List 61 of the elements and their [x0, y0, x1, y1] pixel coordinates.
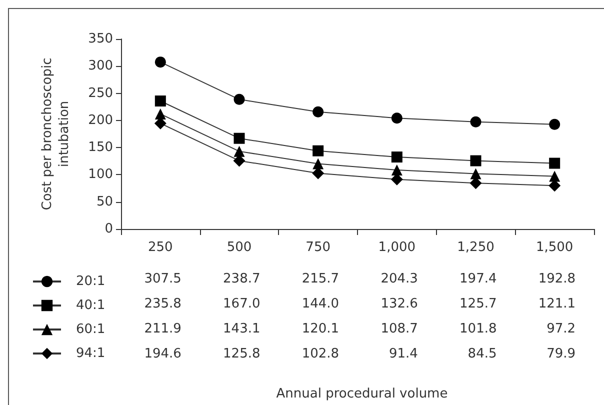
x-tick-label: 750 — [306, 240, 330, 255]
text: Annual procedural volume — [276, 386, 448, 402]
data-label: 108.7 — [380, 322, 418, 336]
data-label: 194.6 — [144, 346, 182, 362]
point — [154, 108, 166, 120]
point — [549, 170, 560, 182]
x-tick-label: 500 — [226, 240, 252, 255]
point — [549, 158, 560, 169]
point — [154, 95, 166, 106]
y-tick-label: 350 — [88, 32, 113, 46]
point — [549, 118, 560, 130]
y-tick-label: 300 — [88, 58, 113, 74]
y-tick-label: 100 — [88, 167, 113, 182]
point — [470, 155, 482, 166]
y-axis-title: Cost per bronchoscopic intubation — [40, 58, 72, 210]
y-tick-label: 250 — [88, 86, 113, 101]
data-label: 238.7 — [223, 272, 260, 286]
x-tick-label: 1,250 — [457, 240, 494, 255]
point — [154, 56, 166, 68]
y-tick-label: 0 — [104, 222, 113, 236]
x-tick-label: 1,000 — [378, 240, 416, 255]
point — [234, 94, 245, 105]
point — [391, 164, 402, 176]
y-tick-label: 50 — [96, 194, 113, 210]
point — [312, 106, 324, 118]
point — [391, 112, 402, 124]
legend-label: 94:1 — [76, 346, 106, 361]
data-label: 192.8 — [538, 272, 576, 286]
data-label: 125.8 — [223, 346, 260, 362]
point — [312, 145, 324, 156]
point — [470, 116, 482, 128]
data-label: 197.4 — [460, 272, 497, 286]
data-label: 84.5 — [468, 346, 497, 362]
x-tick-label: 250 — [148, 240, 173, 255]
legend-label: 40:1 — [76, 298, 106, 313]
y-tick-label: 150 — [88, 140, 113, 156]
legend-label: 60:1 — [76, 322, 106, 337]
x-tick-label: 1,500 — [536, 240, 574, 255]
data-label: 97.2 — [546, 322, 576, 336]
data-label: 132.6 — [380, 296, 418, 312]
data-label: 215.7 — [302, 272, 340, 286]
data-label: 167.0 — [223, 296, 260, 312]
point — [234, 132, 245, 144]
point — [391, 152, 402, 163]
data-label: 211.9 — [144, 322, 182, 336]
data-label: 143.1 — [223, 322, 260, 336]
data-label: 235.8 — [144, 296, 182, 312]
legend-label: 20:1 — [76, 274, 106, 289]
data-label: 91.4 — [388, 346, 418, 362]
point — [312, 158, 324, 170]
data-label: 307.5 — [144, 272, 182, 286]
data-label: 204.3 — [380, 272, 418, 286]
data-label: 120.1 — [302, 322, 340, 336]
data-label: 79.9 — [546, 346, 576, 362]
point — [470, 168, 482, 180]
data-label: 102.8 — [302, 346, 340, 362]
data-label: 144.0 — [302, 296, 340, 312]
y-tick-label: 200 — [88, 112, 113, 128]
data-label: 121.1 — [538, 296, 576, 312]
data-label: 101.8 — [460, 322, 497, 336]
data-label: 125.7 — [460, 296, 497, 312]
